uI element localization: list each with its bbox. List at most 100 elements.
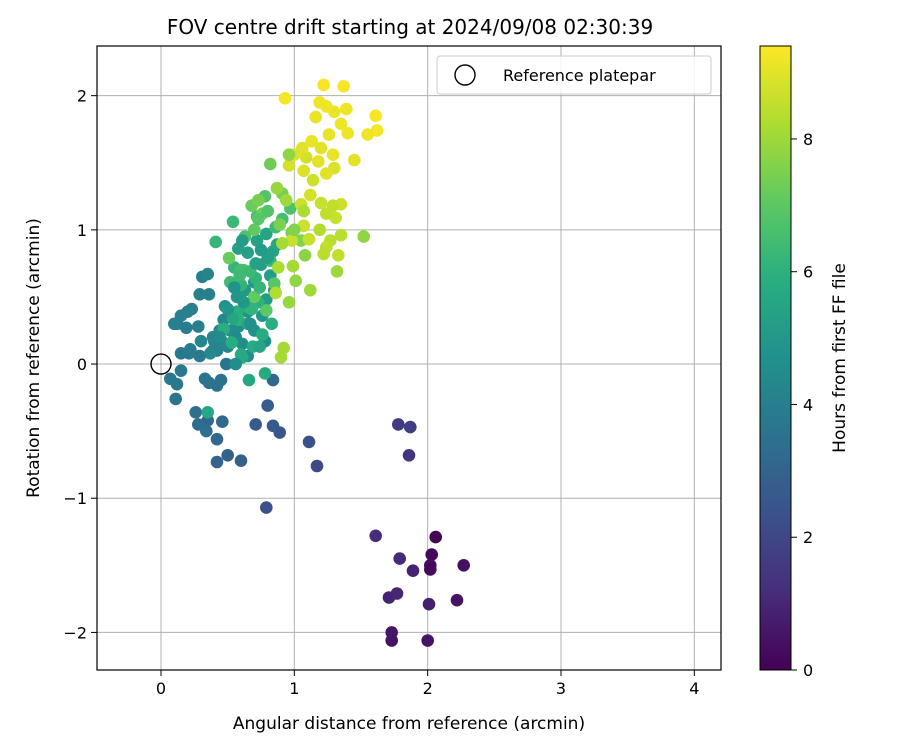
data-point (253, 281, 266, 294)
data-point (221, 449, 234, 462)
y-tick-label: −1 (63, 489, 87, 508)
data-point (214, 373, 228, 387)
data-point (200, 424, 213, 438)
data-point (234, 454, 248, 468)
data-point (193, 349, 206, 363)
plot-frame (96, 45, 722, 671)
data-point (282, 148, 296, 161)
chart-title: FOV centre drift starting at 2024/09/08 … (167, 15, 653, 39)
y-tick-label: −2 (63, 623, 87, 642)
y-tick-label: 2 (77, 87, 87, 106)
data-point (244, 317, 257, 331)
data-point (337, 80, 351, 93)
data-point (282, 159, 296, 172)
data-point (317, 247, 331, 261)
data-point (306, 173, 320, 187)
data-point (249, 257, 262, 270)
data-point (314, 196, 328, 210)
data-point (236, 234, 249, 247)
y-tick-label: 1 (77, 221, 87, 240)
colorbar: 0 2 4 6 8 Hours from first FF file (759, 45, 850, 680)
data-point (404, 420, 417, 434)
data-point (228, 281, 241, 294)
data-point (280, 194, 293, 207)
data-point (361, 128, 375, 141)
legend: Reference platepar (436, 55, 712, 95)
data-point (286, 259, 300, 273)
data-point (192, 320, 205, 333)
data-points (164, 78, 471, 647)
data-point (174, 364, 188, 378)
data-point (216, 415, 229, 429)
data-point (406, 564, 420, 577)
data-point (332, 249, 345, 262)
data-point (450, 593, 464, 607)
data-point (340, 102, 353, 116)
y-axis-ticks: −2 −1 0 1 2 (63, 87, 97, 642)
data-point (329, 211, 343, 225)
data-point (274, 351, 288, 364)
colorbar-gradient (759, 45, 792, 671)
data-point (164, 372, 177, 386)
data-point (272, 261, 285, 274)
data-point (310, 459, 324, 473)
data-point (421, 634, 435, 647)
data-point (202, 288, 216, 301)
data-point (302, 435, 316, 449)
data-point (278, 92, 292, 105)
data-point (184, 343, 197, 356)
data-point (260, 501, 273, 514)
data-point (320, 167, 333, 180)
data-point (297, 204, 311, 218)
data-point (236, 337, 249, 351)
data-point (194, 334, 208, 348)
data-point (193, 288, 206, 301)
data-point (213, 330, 226, 344)
data-point (253, 340, 266, 353)
data-point (302, 232, 316, 246)
data-point (222, 251, 236, 265)
data-point (242, 373, 256, 387)
data-point (393, 552, 407, 565)
data-point (320, 100, 333, 113)
data-point (248, 223, 261, 237)
data-point (326, 148, 340, 161)
data-point (297, 164, 311, 178)
data-point (268, 277, 281, 290)
data-point (326, 199, 340, 212)
data-point (250, 234, 264, 247)
data-point (392, 418, 405, 431)
data-point (317, 78, 331, 92)
data-point (357, 230, 371, 243)
data-point (189, 406, 202, 419)
data-point (248, 290, 261, 304)
data-point (234, 348, 248, 361)
data-point (282, 296, 296, 309)
data-point (288, 223, 301, 237)
data-point (209, 235, 222, 249)
data-point (385, 634, 399, 647)
colorbar-tick-label: 6 (803, 263, 813, 282)
data-point (312, 155, 325, 168)
data-point (221, 302, 234, 316)
data-point (251, 194, 265, 207)
x-tick-label: 4 (689, 679, 699, 698)
data-point (229, 357, 242, 371)
data-point (402, 449, 416, 462)
data-point (210, 432, 224, 446)
data-point (220, 357, 233, 371)
data-point (260, 227, 273, 241)
data-point (254, 243, 268, 257)
data-point (289, 274, 303, 288)
legend-marker-reference (454, 64, 476, 86)
data-point (233, 269, 246, 282)
data-point (185, 302, 198, 316)
data-point (255, 328, 269, 341)
data-point (334, 228, 348, 242)
data-point (334, 117, 348, 131)
data-point (429, 530, 443, 544)
legend-entry-reference: Reference platepar (503, 66, 656, 85)
colorbar-label: Hours from first FF file (830, 263, 850, 453)
data-point (300, 151, 313, 164)
